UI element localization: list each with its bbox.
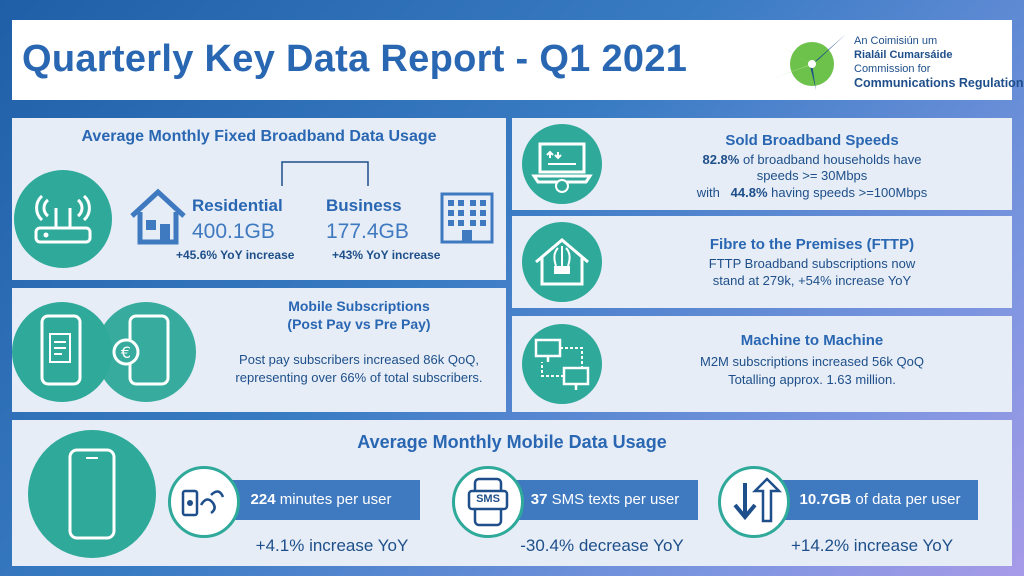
sold-speeds-line-1-text: of broadband households have	[739, 152, 922, 167]
logo-line-4: Communications Regulation	[854, 76, 1024, 90]
business-value: 177.4GB	[326, 220, 409, 243]
phone-call-icon	[181, 489, 225, 517]
download-upload-icon	[733, 477, 783, 523]
m2m-title: Machine to Machine	[740, 332, 884, 349]
m2m-line-1: M2M subscriptions increased 56k QoQ	[700, 354, 924, 369]
router-icon-circle	[14, 170, 112, 268]
updown-icon-ring	[718, 466, 790, 538]
data-value: 10.7GB	[799, 491, 852, 508]
sold-speeds-pct-30: 82.8%	[702, 152, 740, 167]
fixed-broadband-panel: Average Monthly Fixed Broadband Data Usa…	[12, 118, 506, 280]
comreg-logo: An Coimisiún um Rialáil Cumarsáide Commi…	[772, 28, 1023, 92]
call-icon-ring	[168, 466, 240, 538]
router-icon	[34, 194, 92, 244]
sms-icon-ring: SMS	[452, 466, 524, 538]
m2m-icon-circle	[522, 324, 602, 404]
mobile-data-title: Average Monthly Mobile Data Usage	[357, 432, 667, 452]
minutes-label: minutes per user	[275, 491, 392, 508]
comreg-star-icon	[774, 34, 846, 90]
fixed-broadband-title: Average Monthly Fixed Broadband Data Usa…	[81, 128, 437, 145]
residential-value: 400.1GB	[192, 220, 275, 243]
fttp-title: Fibre to the Premises (FTTP)	[709, 236, 915, 253]
prepay-icon-circle: €	[96, 302, 196, 402]
business-change: +43% YoY increase	[332, 248, 441, 262]
sms-bar: 37 SMS texts per user	[512, 480, 698, 520]
logo-text: An Coimisiún um Rialáil Cumarsáide Commi…	[854, 34, 1023, 90]
sold-speeds-panel: Sold Broadband Speeds 82.8% of broadband…	[512, 118, 1012, 210]
sms-label: SMS texts per user	[547, 491, 680, 508]
header-banner: Quarterly Key Data Report - Q1 2021 An C…	[12, 20, 1023, 100]
smartphone-icon-circle	[28, 430, 156, 558]
fibre-house-icon	[535, 238, 589, 286]
logo-line-3: Commission for	[854, 63, 931, 75]
minutes-bar: 224 minutes per user	[222, 480, 420, 520]
mobile-subscriptions-panel: € Mobile Subscriptions (Post Pay vs Pre …	[12, 288, 506, 412]
phone-bill-icon	[40, 314, 82, 386]
laptop-speed-icon	[531, 142, 593, 193]
smartphone-icon	[68, 448, 116, 540]
sms-change: -30.4% decrease YoY	[520, 536, 684, 555]
residential-change: +45.6% YoY increase	[176, 248, 295, 262]
residential-label: Residential	[192, 196, 283, 215]
mobile-subs-line-1: Post pay subscribers increased 86k QoQ,	[239, 352, 479, 367]
m2m-panel: Machine to Machine M2M subscriptions inc…	[512, 316, 1012, 412]
sold-speeds-line-3-pre: with	[696, 185, 731, 200]
data-label: of data per user	[851, 491, 961, 508]
minutes-change: +4.1% increase YoY	[255, 536, 409, 555]
fttp-panel: Fibre to the Premises (FTTP) FTTP Broadb…	[512, 216, 1012, 308]
sms-icon-label: SMS	[476, 493, 500, 505]
sold-speeds-line-2: speeds >= 30Mbps	[756, 168, 868, 183]
data-change: +14.2% increase YoY	[790, 536, 954, 555]
sold-speeds-line-3-text: having speeds >=100Mbps	[767, 185, 928, 200]
mobile-data-panel: Average Monthly Mobile Data Usage 224 mi…	[12, 420, 1012, 566]
page-title: Quarterly Key Data Report - Q1 2021	[22, 38, 688, 80]
sold-speeds-line-3: with 44.8% having speeds >=100Mbps	[612, 185, 1012, 200]
sold-speeds-title: Sold Broadband Speeds	[725, 132, 899, 149]
mobile-subs-title-1: Mobile Subscriptions	[288, 298, 430, 314]
m2m-line-2: Totalling approx. 1.63 million.	[728, 372, 896, 387]
fttp-line-1: FTTP Broadband subscriptions now	[708, 256, 916, 271]
sms-phone-icon	[467, 477, 509, 527]
mobile-subs-title-2: (Post Pay vs Pre Pay)	[287, 316, 431, 332]
mobile-subs-line-2: representing over 66% of total subscribe…	[235, 370, 483, 385]
business-label: Business	[326, 196, 402, 215]
laptop-icon-circle	[522, 124, 602, 204]
data-bar: 10.7GB of data per user	[782, 480, 978, 520]
house-icon	[130, 188, 186, 245]
sold-speeds-pct-100: 44.8%	[730, 185, 768, 200]
postpay-icon-circle	[12, 302, 112, 402]
sms-value: 37	[530, 491, 548, 508]
monitors-icon	[534, 338, 590, 390]
fibre-house-icon-circle	[522, 222, 602, 302]
svg-text:€: €	[121, 343, 131, 362]
fttp-line-2: stand at 279k, +54% increase YoY	[712, 273, 912, 288]
office-building-icon	[440, 192, 494, 244]
bracket-line	[281, 161, 369, 186]
minutes-value: 224	[250, 491, 276, 508]
phone-euro-icon: €	[112, 314, 170, 386]
logo-line-1: An Coimisiún um	[854, 35, 938, 47]
sold-speeds-line-1: 82.8% of broadband households have	[612, 152, 1012, 167]
logo-line-2: Rialáil Cumarsáide	[854, 49, 953, 61]
